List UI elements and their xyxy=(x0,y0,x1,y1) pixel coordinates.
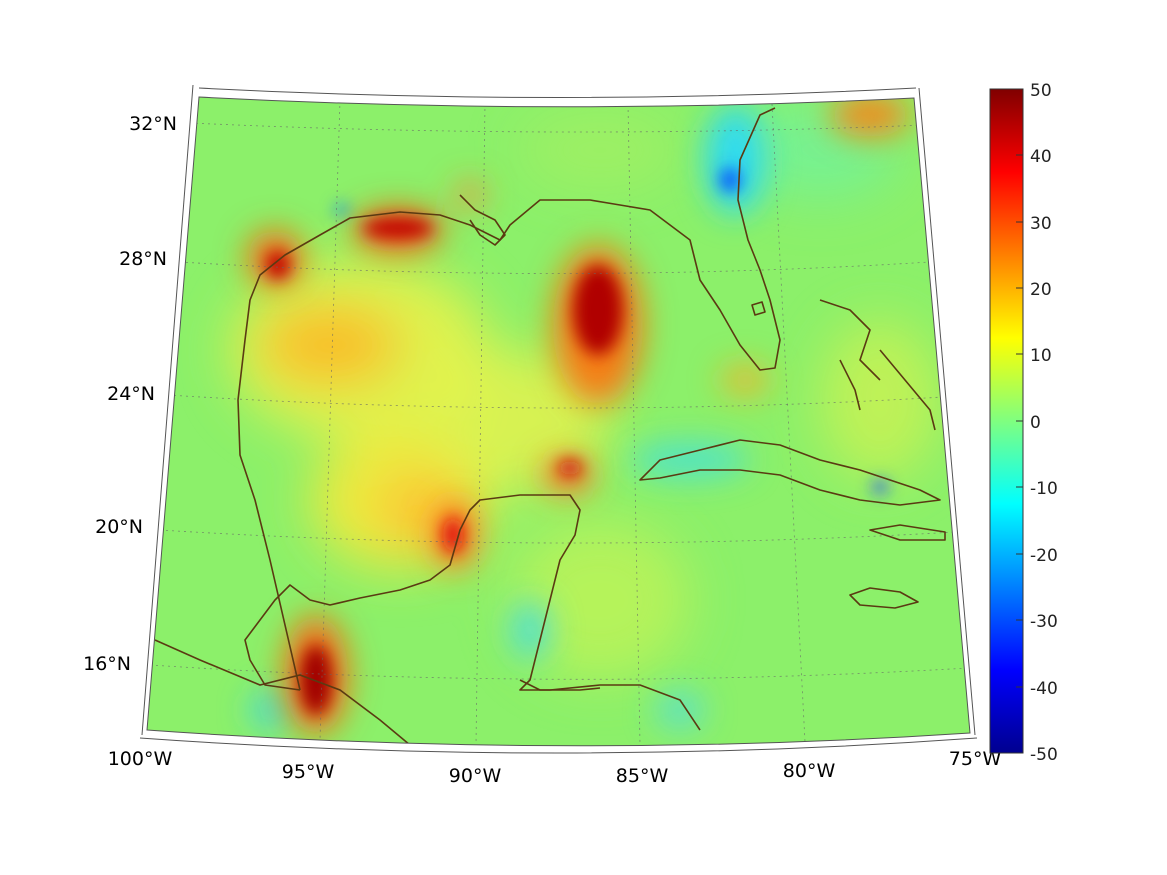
lat-labels: 32°N 28°N 24°N 20°N 16°N xyxy=(83,113,177,675)
coastlines xyxy=(154,107,946,746)
lat-label-28: 28°N xyxy=(119,248,167,270)
lon-label-100: 100°W xyxy=(108,748,173,770)
lat-label-32: 32°N xyxy=(129,113,177,135)
colorbar-tick-neg40: -40 xyxy=(1030,679,1058,699)
lon-label-85: 85°W xyxy=(616,765,669,787)
colorbar-tick-50: 50 xyxy=(1030,81,1052,101)
colorbar-ticks xyxy=(1016,154,1023,688)
lat-label-24: 24°N xyxy=(107,383,155,405)
gulf-coast xyxy=(244,494,701,731)
colorbar-tick-neg20: -20 xyxy=(1030,546,1058,566)
lon-label-80: 80°W xyxy=(783,760,836,782)
data-field xyxy=(147,97,970,746)
colorbar-tick-neg50: -50 xyxy=(1030,745,1058,765)
yucatan-lagoon xyxy=(519,679,601,691)
lon-label-75: 75°W xyxy=(949,748,1002,770)
lake-okeechobee xyxy=(751,301,766,316)
jamaica xyxy=(849,587,919,609)
mexico-west-coast xyxy=(237,107,781,691)
cuba xyxy=(639,439,941,506)
colorbar-tick-10: 10 xyxy=(1030,346,1052,366)
bahamas xyxy=(819,299,936,431)
louisiana-delta xyxy=(459,194,506,246)
map-frame xyxy=(139,84,978,754)
graticule xyxy=(149,99,969,746)
central-america xyxy=(154,639,411,746)
lat-label-16: 16°N xyxy=(83,653,131,675)
colorbar-tick-30: 30 xyxy=(1030,214,1052,234)
colorbar-tick-40: 40 xyxy=(1030,147,1052,167)
colorbar-tick-neg30: -30 xyxy=(1030,612,1058,632)
hispaniola xyxy=(869,524,946,541)
lon-label-95: 95°W xyxy=(282,761,335,783)
lon-labels: 100°W 95°W 90°W 85°W 80°W 75°W xyxy=(108,748,1002,787)
colorbar-tick-0: 0 xyxy=(1030,413,1041,433)
colorbar-tick-20: 20 xyxy=(1030,280,1052,300)
lat-label-20: 20°N xyxy=(95,516,143,538)
colorbar-tick-neg10: -10 xyxy=(1030,479,1058,499)
lon-label-90: 90°W xyxy=(449,765,502,787)
colorbar: 50 40 30 20 10 0 -10 -20 -30 -40 -50 xyxy=(989,81,1058,765)
